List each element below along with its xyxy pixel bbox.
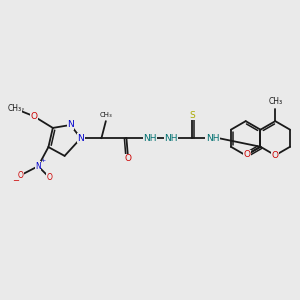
Text: methoxy: methoxy — [7, 107, 25, 111]
Text: O: O — [124, 154, 131, 163]
Text: NH: NH — [206, 134, 219, 143]
Text: O: O — [243, 150, 250, 159]
Text: N: N — [35, 162, 41, 171]
Text: O: O — [30, 112, 37, 121]
Text: +: + — [41, 158, 46, 164]
Text: N: N — [77, 134, 84, 143]
Text: −: − — [12, 176, 19, 185]
Text: CH₃: CH₃ — [100, 112, 113, 118]
Text: CH₃: CH₃ — [268, 97, 282, 106]
Text: O: O — [18, 170, 24, 179]
Text: NH: NH — [143, 134, 157, 143]
Text: CH₃: CH₃ — [8, 104, 22, 113]
Text: O: O — [272, 151, 279, 160]
Text: N: N — [67, 121, 74, 130]
Text: O: O — [47, 173, 53, 182]
Text: S: S — [189, 111, 195, 120]
Text: NH: NH — [164, 134, 178, 143]
